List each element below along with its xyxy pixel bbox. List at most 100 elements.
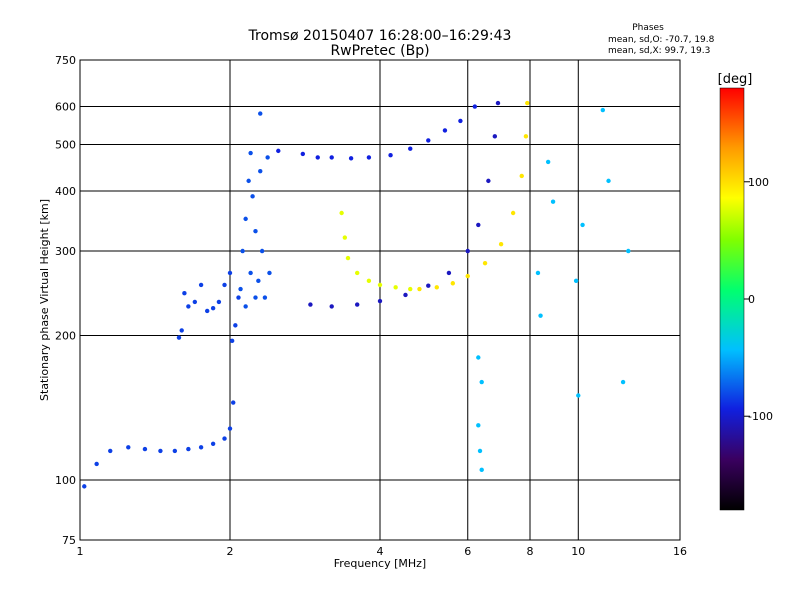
gridlines [79, 59, 681, 541]
data-point [366, 155, 372, 160]
x-tick-label: 10 [571, 545, 585, 558]
data-point [354, 302, 360, 307]
x-tick-label: 8 [527, 545, 534, 558]
phases-o-stats: mean, sd,O: -70.7, 19.8 [608, 35, 715, 45]
data-point [229, 338, 235, 344]
data-point [450, 281, 456, 286]
data-point [231, 400, 236, 405]
data-point [472, 104, 478, 109]
data-point [377, 298, 383, 304]
data-point [267, 270, 272, 276]
data-point [600, 107, 606, 113]
y-tick-labels: 75 100 200 300 400 500 600 750 [55, 54, 76, 547]
data-point [248, 150, 253, 156]
data-point [172, 448, 178, 454]
colorbar-label: [deg] [718, 72, 753, 87]
x-tick-label: 6 [464, 545, 471, 558]
data-point [458, 118, 463, 124]
data-point [477, 448, 483, 454]
data-point [393, 285, 398, 290]
data-point [210, 441, 216, 446]
data-point [535, 270, 541, 276]
data-point [550, 199, 556, 204]
x-tick-label: 4 [377, 545, 384, 558]
data-point [576, 393, 581, 398]
data-point [388, 153, 393, 158]
data-point [486, 178, 491, 184]
colorbar-tick-label: 100 [748, 176, 769, 189]
y-tick-label: 300 [55, 245, 76, 258]
data-point [227, 426, 233, 431]
data-point [426, 138, 431, 143]
plot-area: 1 2 4 6 8 10 16 75 100 200 300 400 500 600 750 [55, 54, 687, 558]
data-point [253, 295, 258, 300]
x-tick-label: 2 [227, 545, 234, 558]
data-point [248, 270, 253, 276]
data-point [606, 178, 611, 184]
data-point [339, 210, 344, 216]
data-point [262, 295, 268, 300]
x-axis-label: Frequency [MHz] [334, 557, 426, 570]
data-point [476, 355, 481, 360]
data-point [243, 304, 248, 309]
data-point [186, 304, 191, 309]
data-point [510, 210, 516, 216]
data-point [204, 308, 210, 314]
phases-title: Phases [632, 23, 664, 33]
data-point [222, 436, 227, 441]
data-point [308, 302, 313, 307]
data-point [465, 273, 470, 279]
y-axis-label: Stationary phase Virtual Height [km] [38, 199, 51, 401]
data-point [573, 278, 579, 284]
y-tick-label: 100 [55, 474, 76, 487]
data-point [580, 222, 585, 228]
data-point [377, 282, 383, 288]
data-point [182, 291, 187, 296]
data-point [276, 148, 281, 154]
y-tick-label: 500 [55, 139, 76, 152]
data-point [94, 461, 99, 467]
data-point [525, 100, 530, 106]
data-point [626, 248, 631, 254]
data-point [479, 467, 484, 473]
data-point [345, 255, 351, 261]
data-point [198, 445, 204, 450]
y-tick-label: 600 [55, 101, 76, 114]
data-point [216, 299, 222, 305]
data-point [408, 286, 413, 292]
data-point [253, 228, 258, 234]
y-tick-label: 75 [62, 534, 76, 547]
data-point [108, 448, 113, 454]
data-point [329, 304, 334, 309]
data-point [342, 235, 348, 240]
data-point [179, 328, 184, 333]
data-point [408, 146, 413, 151]
data-point [538, 313, 543, 318]
data-point [434, 285, 439, 290]
phases-x-stats: mean, sd,X: 99.7, 19.3 [608, 46, 710, 56]
colorbar-gradient [719, 87, 745, 511]
data-point [259, 248, 265, 254]
y-tick-label: 400 [55, 185, 76, 198]
data-point [227, 270, 233, 276]
x-tick-labels: 1 2 4 6 8 10 16 [77, 545, 688, 558]
y-tick-label: 750 [55, 54, 76, 67]
colorbar-tick-label: -100 [748, 410, 773, 423]
data-point [476, 423, 481, 428]
data-point [348, 156, 354, 161]
data-point [620, 379, 626, 385]
data-point [222, 282, 227, 288]
data-point [417, 286, 422, 292]
data-point [142, 446, 148, 452]
data-point [545, 159, 551, 165]
data-point [158, 448, 163, 454]
data-point [243, 216, 248, 222]
x-tick-label: 16 [673, 545, 687, 558]
data-point [403, 292, 408, 298]
data-point [250, 194, 255, 199]
data-point [482, 260, 488, 266]
data-point [426, 283, 431, 288]
data-points [82, 100, 631, 489]
colorbar: [deg] 100 0 -100 [718, 72, 773, 511]
